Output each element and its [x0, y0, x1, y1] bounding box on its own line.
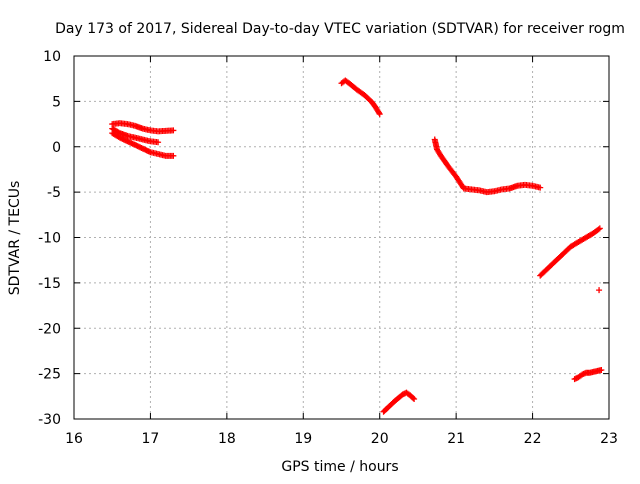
y-tick-label: -15 [38, 276, 61, 292]
chart-title: Day 173 of 2017, Sidereal Day-to-day VTE… [55, 21, 625, 37]
x-tick-label: 19 [294, 431, 312, 447]
y-tick-label: -25 [38, 367, 61, 383]
x-tick-label: 21 [447, 431, 465, 447]
data-point [537, 184, 544, 191]
y-tick-label: -10 [38, 231, 61, 247]
y-tick-label: -30 [38, 412, 61, 428]
series [596, 287, 603, 294]
series [109, 120, 177, 135]
series [431, 136, 544, 196]
data-point [410, 395, 417, 402]
data-series [109, 77, 605, 415]
y-tick-label: 5 [52, 94, 61, 110]
x-tick-label: 18 [218, 431, 236, 447]
data-point [170, 152, 177, 159]
x-tick-label: 16 [65, 431, 83, 447]
grid-lines [74, 56, 609, 419]
data-point [595, 226, 602, 233]
x-axis-label: GPS time / hours [281, 459, 398, 475]
series [571, 366, 605, 383]
series [380, 389, 418, 415]
x-tick-label: 17 [142, 431, 160, 447]
data-point [598, 366, 605, 373]
y-tick-label: -5 [47, 185, 61, 201]
data-point [376, 111, 383, 118]
series [109, 130, 177, 159]
data-point [411, 396, 418, 403]
data-point [596, 225, 603, 232]
data-point [375, 109, 382, 116]
y-tick-label: 0 [52, 140, 61, 156]
x-tick-label: 22 [524, 431, 542, 447]
data-point [170, 127, 177, 134]
x-tick-label: 23 [600, 431, 618, 447]
data-point [596, 287, 603, 294]
series [109, 125, 162, 146]
y-tick-label: 10 [43, 49, 61, 65]
data-point [155, 139, 162, 146]
y-axis-label: SDTVAR / TECUs [7, 181, 23, 296]
axes: 16 17 18 19 20 21 22 23 -30 -25 -20 -15 -10 -5 0 5 10 [38, 49, 618, 447]
series [338, 77, 383, 118]
y-tick-label: -20 [38, 321, 61, 337]
series [537, 225, 603, 279]
x-tick-label: 20 [371, 431, 389, 447]
